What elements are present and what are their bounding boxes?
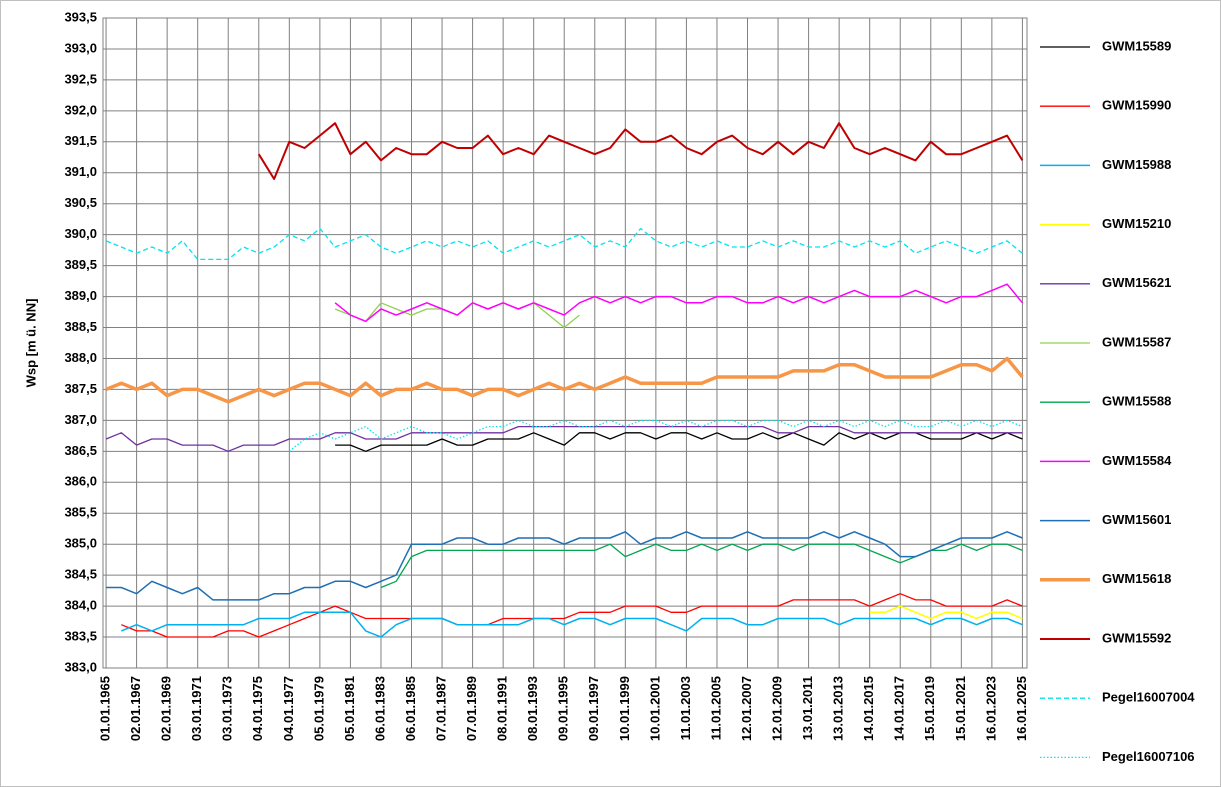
series-line xyxy=(106,531,1023,601)
series-line xyxy=(334,283,1023,323)
x-tick-label: 03.01.1973 xyxy=(220,676,235,741)
series-line xyxy=(869,605,1023,620)
y-tick-label: 390,5 xyxy=(64,195,97,210)
x-tick-label: 02.01.1969 xyxy=(159,676,174,741)
series-line xyxy=(105,227,1023,261)
y-tick-label: 386,5 xyxy=(64,443,97,458)
x-tick-label: 01.01.1965 xyxy=(97,676,112,741)
x-tick-label: 15.01.2021 xyxy=(953,676,968,741)
y-tick-label: 385,5 xyxy=(64,505,97,520)
y-tick-label: 393,5 xyxy=(64,9,97,24)
y-tick-label: 390,0 xyxy=(64,226,97,241)
x-tick-label: 07.01.1987 xyxy=(433,676,448,741)
legend-label: GWM15584 xyxy=(1102,453,1172,468)
legend-label: GWM15210 xyxy=(1102,216,1171,231)
y-tick-label: 389,0 xyxy=(64,288,97,303)
x-tick-label: 11.01.2003 xyxy=(678,676,693,740)
legend-label: GWM15988 xyxy=(1102,157,1171,172)
x-tick-label: 13.01.2013 xyxy=(831,676,846,741)
x-tick-label: 08.01.1993 xyxy=(525,676,540,741)
x-tick-label: 11.01.2005 xyxy=(708,676,723,740)
series-line xyxy=(105,356,1024,404)
y-tick-label: 388,0 xyxy=(64,350,97,365)
series-line xyxy=(288,419,1023,452)
x-tick-label: 14.01.2017 xyxy=(892,676,907,741)
y-tick-label: 389,5 xyxy=(64,257,97,272)
series-line xyxy=(257,122,1024,180)
y-tick-label: 387,0 xyxy=(64,412,97,427)
x-tick-label: 04.01.1977 xyxy=(281,676,296,741)
series-line xyxy=(105,425,1023,452)
x-tick-label: 09.01.1995 xyxy=(556,676,571,741)
y-tick-label: 383,0 xyxy=(64,659,97,674)
y-tick-label: 391,5 xyxy=(64,133,97,148)
x-tick-label: 13.01.2011 xyxy=(800,676,815,740)
legend-label: GWM15592 xyxy=(1102,630,1171,645)
y-tick-label: 392,5 xyxy=(64,71,97,86)
x-tick-label: 10.01.2001 xyxy=(647,676,662,741)
legend-label: GWM15587 xyxy=(1102,334,1171,349)
y-axis-label: Wsp [m ü. NN] xyxy=(23,299,38,388)
y-tick-label: 386,0 xyxy=(64,474,97,489)
x-tick-label: 02.01.1967 xyxy=(128,676,143,741)
x-tick-label: 06.01.1983 xyxy=(372,676,387,741)
x-tick-label: 07.01.1989 xyxy=(464,676,479,741)
x-tick-label: 12.01.2009 xyxy=(769,676,784,741)
legend-label: Pegel16007106 xyxy=(1102,749,1195,764)
y-tick-label: 383,5 xyxy=(64,628,97,643)
x-tick-label: 08.01.1991 xyxy=(495,676,510,741)
legend-label: GWM15601 xyxy=(1102,512,1171,527)
y-tick-label: 392,0 xyxy=(64,102,97,117)
series-line xyxy=(121,611,1023,638)
x-tick-label: 09.01.1997 xyxy=(586,676,601,741)
x-tick-label: 05.01.1979 xyxy=(311,676,326,741)
x-tick-label: 10.01.1999 xyxy=(617,676,632,741)
series-line xyxy=(121,593,1023,638)
y-tick-label: 387,5 xyxy=(64,381,97,396)
legend-label: GWM15621 xyxy=(1102,275,1171,290)
x-tick-label: 04.01.1975 xyxy=(250,676,265,741)
y-tick-label: 384,5 xyxy=(64,567,97,582)
x-tick-label: 15.01.2019 xyxy=(922,676,937,741)
legend-label: GWM15588 xyxy=(1102,394,1171,409)
y-tick-label: 384,0 xyxy=(64,598,97,613)
y-tick-label: 393,0 xyxy=(64,40,97,55)
legend-label: GWM15618 xyxy=(1102,571,1171,586)
x-tick-label: 03.01.1971 xyxy=(189,676,204,741)
x-tick-label: 16.01.2023 xyxy=(983,676,998,741)
legend-label: GWM15589 xyxy=(1102,38,1171,53)
y-tick-label: 391,0 xyxy=(64,164,97,179)
y-tick-label: 388,5 xyxy=(64,319,97,334)
x-tick-label: 12.01.2007 xyxy=(739,676,754,741)
plot-area xyxy=(102,17,1028,669)
x-tick-label: 06.01.1985 xyxy=(403,676,418,741)
legend-label: GWM15990 xyxy=(1102,98,1171,113)
x-tick-label: 14.01.2015 xyxy=(861,676,876,741)
x-tick-label: 16.01.2025 xyxy=(1014,676,1029,741)
legend-label: Pegel16007004 xyxy=(1102,690,1195,705)
x-tick-label: 05.01.1981 xyxy=(342,676,357,741)
y-tick-label: 385,0 xyxy=(64,536,97,551)
